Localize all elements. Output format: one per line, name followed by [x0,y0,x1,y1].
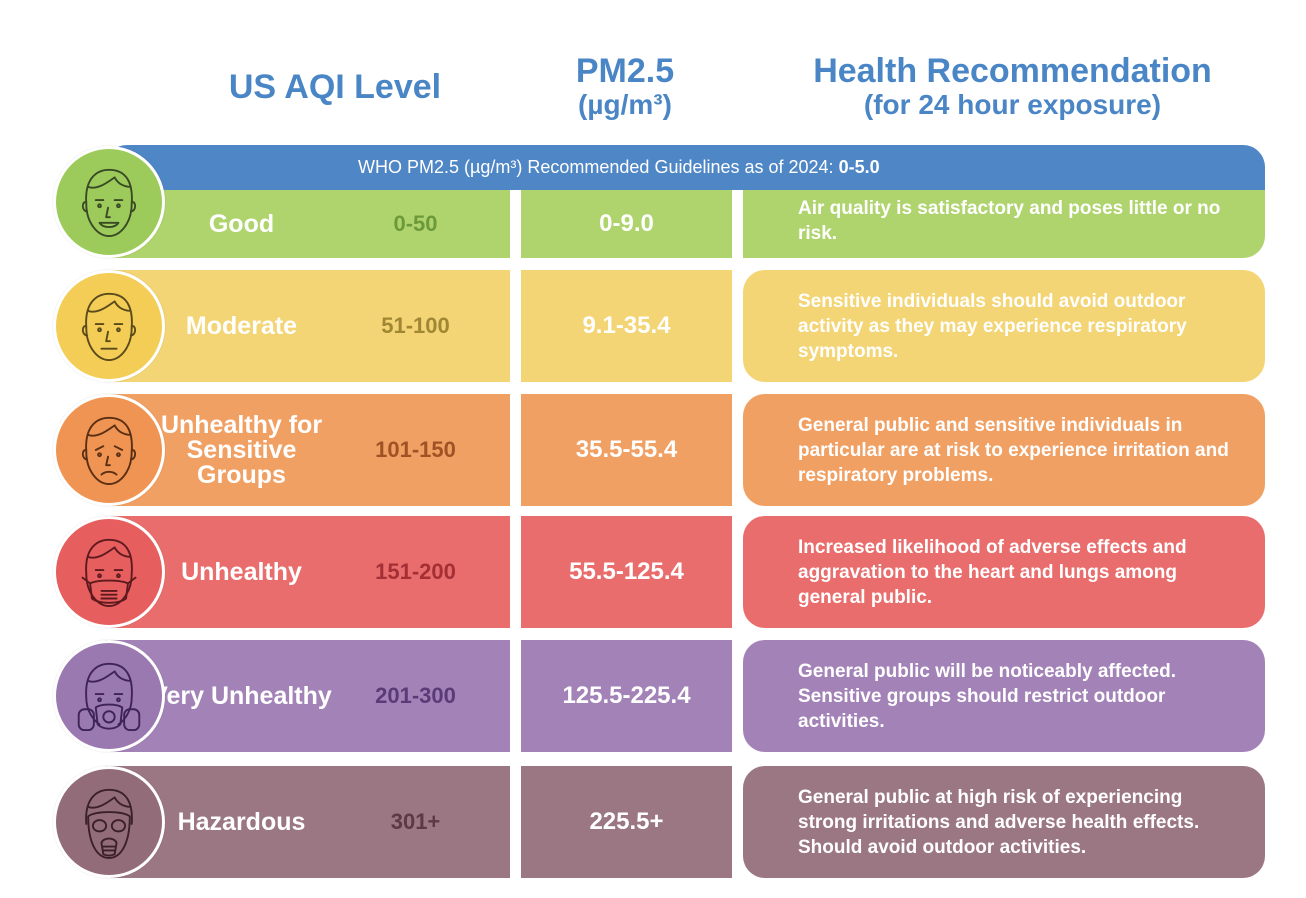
row-hazardous-pm25: 225.5+ [521,766,732,878]
health-recommendation-header: Health Recommendation (for 24 hour expos… [760,52,1265,120]
row-very-unhealthy-aqi-range: 201-300 [375,683,456,708]
row-unhealthy-pm25: 55.5-125.4 [521,516,732,628]
row-good-pm25: 0-9.0 [521,190,732,258]
row-usg-level-label: Unhealthy for Sensitive Groups [160,410,323,489]
who-guideline-text: WHO PM2.5 (µg/m³) Recommended Guidelines… [358,157,839,177]
row-moderate-health: Sensitive individuals should avoid outdo… [743,270,1265,382]
row-moderate-aqi-range: 51-100 [381,313,450,338]
pm25-header: PM2.5 (µg/m³) [525,52,725,120]
row-moderate-pm25: 9.1-35.4 [521,270,732,382]
row-moderate-level-cell: Moderate 51-100 [105,270,510,382]
row-unhealthy-aqi-range: 151-200 [375,559,456,584]
who-guideline-banner: WHO PM2.5 (µg/m³) Recommended Guidelines… [105,145,1265,190]
full-gas-mask-icon [53,766,165,878]
pm25-header-unit: (µg/m³) [578,88,672,120]
row-very-unhealthy-level-cell: Very Unhealthy 201-300 [105,640,510,752]
face-mask-icon [53,516,165,628]
row-usg-pm25: 35.5-55.4 [521,394,732,506]
row-good-health: Air quality is satisfactory and poses li… [743,190,1265,258]
row-very-unhealthy-level-label: Very Unhealthy [151,681,332,710]
gas-mask-icon [53,640,165,752]
row-good-level-label: Good [208,209,275,238]
row-usg-aqi-range: 101-150 [375,437,456,462]
row-good-level-cell: Good 0-50 [105,190,510,258]
row-unhealthy-level-cell: Unhealthy 151-200 [105,516,510,628]
who-guideline-value: 0-5.0 [838,157,880,177]
row-hazardous-health: General public at high risk of experienc… [743,766,1265,878]
aqi-level-header: US AQI Level [228,68,442,106]
pm25-header-title: PM2.5 [575,52,675,90]
health-header-subtitle: (for 24 hour exposure) [863,88,1162,120]
row-hazardous-aqi-range: 301+ [390,809,441,834]
row-hazardous-level-cell: Hazardous 301+ [105,766,510,878]
row-good-aqi-range: 0-50 [393,211,438,236]
health-header-title: Health Recommendation [813,52,1212,90]
smiling-face-icon [53,146,165,258]
row-very-unhealthy-health: General public will be noticeably affect… [743,640,1265,752]
worried-face-icon [53,394,165,506]
row-usg-level-cell: Unhealthy for Sensitive Groups 101-150 [105,394,510,506]
row-hazardous-level-label: Hazardous [177,807,306,836]
neutral-face-icon [53,270,165,382]
row-very-unhealthy-pm25: 125.5-225.4 [521,640,732,752]
row-moderate-level-label: Moderate [185,311,298,340]
row-unhealthy-level-label: Unhealthy [181,557,302,586]
row-usg-health: General public and sensitive individuals… [743,394,1265,506]
row-unhealthy-health: Increased likelihood of adverse effects … [743,516,1265,628]
